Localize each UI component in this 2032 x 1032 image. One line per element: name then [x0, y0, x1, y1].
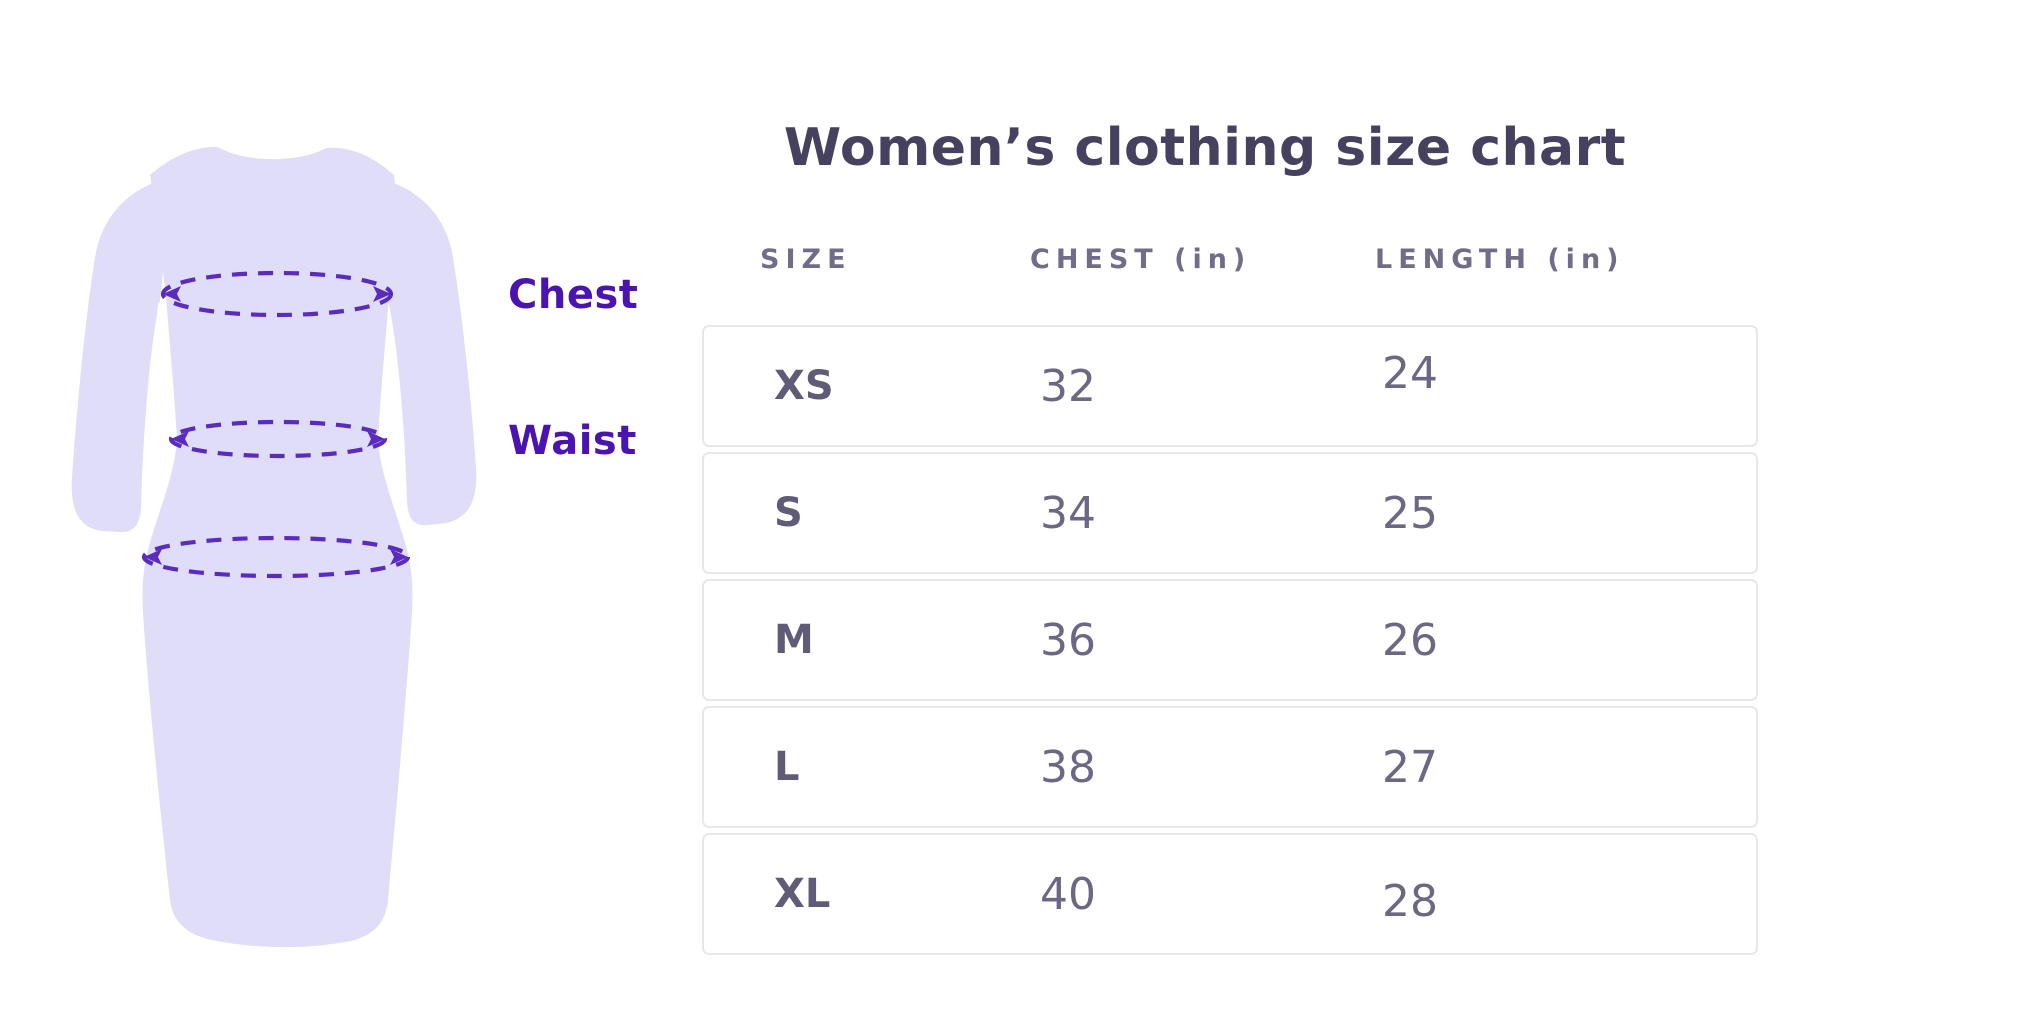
size-cell: L [774, 744, 800, 790]
table-row: M 36 26 [702, 579, 1758, 701]
page-title: Women’s clothing size chart [783, 118, 1627, 178]
length-cell: 27 [1382, 741, 1438, 793]
size-table: SIZE CHEST (in) LENGTH (in) XS 32 24 S 3… [702, 244, 1758, 960]
dress-measurement-diagram: Chest Waist [0, 0, 680, 1028]
col-header-length: LENGTH (in) [1375, 244, 1625, 275]
length-cell: 25 [1382, 487, 1438, 539]
chest-cell: 38 [1040, 741, 1096, 793]
size-cell: XS [774, 363, 834, 409]
table-row: XL 40 28 [702, 833, 1758, 955]
size-cell: M [774, 617, 814, 663]
dress-right-sleeve [378, 178, 477, 526]
table-row: S 34 25 [702, 452, 1758, 574]
chest-cell: 40 [1040, 868, 1096, 920]
table-row: XS 32 24 [702, 325, 1758, 447]
col-header-size: SIZE [760, 244, 852, 275]
size-cell: S [774, 490, 803, 536]
chest-label: Chest [508, 272, 639, 318]
measure-arrowheads [144, 286, 408, 565]
dress-body [142, 146, 413, 948]
table-row: L 38 27 [702, 706, 1758, 828]
length-cell: 24 [1382, 347, 1438, 399]
dress-illustration [71, 146, 477, 948]
waist-label: Waist [508, 418, 637, 464]
table-header-row: SIZE CHEST (in) LENGTH (in) [702, 244, 1758, 275]
size-cell: XL [774, 871, 831, 917]
dress-left-sleeve [71, 178, 168, 533]
sleeve-seam-left [146, 302, 164, 515]
length-cell: 28 [1382, 875, 1438, 927]
length-cell: 26 [1382, 614, 1438, 666]
chest-cell: 36 [1040, 614, 1096, 666]
col-header-chest: CHEST (in) [1030, 244, 1252, 275]
chest-cell: 34 [1040, 487, 1096, 539]
chest-cell: 32 [1040, 360, 1096, 412]
